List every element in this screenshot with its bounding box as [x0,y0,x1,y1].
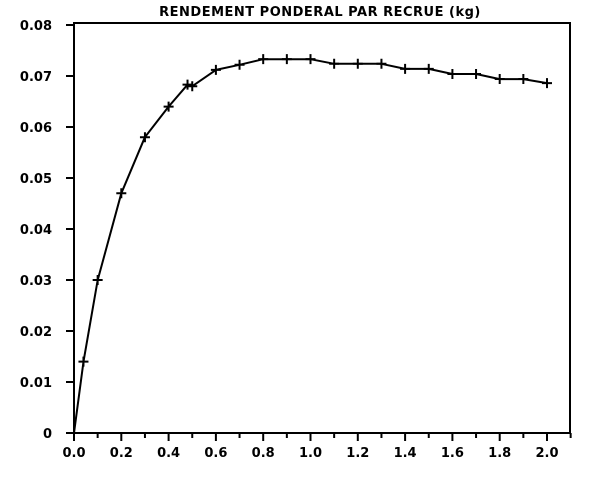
y-tick-label: 0.08 [20,19,52,34]
y-tick-label: 0.02 [20,325,52,340]
y-tick-label: 0.06 [20,121,52,136]
x-tick-label: 1.4 [394,446,417,461]
plus-marker-icon [376,58,387,69]
plus-marker-icon [182,79,193,90]
plus-marker-icon [400,63,411,74]
plus-marker-icon [187,81,198,92]
plus-marker-icon [471,68,482,79]
plus-marker-icon [447,68,458,79]
y-tick-label: 0.07 [20,70,52,85]
x-tick-label: 2.0 [535,446,558,461]
plus-marker-icon [542,78,552,89]
x-tick-label: 0.2 [110,446,133,461]
plus-marker-icon [352,58,363,69]
plus-marker-icon [92,275,103,285]
x-tick-label: 0.0 [62,446,85,461]
plus-marker-icon [329,58,340,69]
plus-marker-icon [258,54,269,65]
plus-marker-icon [116,188,127,199]
plus-marker-icon [494,74,505,85]
chart-title: RENDEMENT PONDERAL PAR RECRUE (kg) [159,5,481,20]
plus-marker-icon [423,63,434,74]
x-tick-label: 0.8 [252,446,275,461]
x-tick-label: 1.2 [346,446,369,461]
x-tick-label: 0.4 [157,446,180,461]
y-tick-label: 0 [43,427,52,442]
y-tick-label: 0.05 [20,172,52,187]
plot-frame [73,22,571,434]
plus-marker-icon [234,59,245,70]
plus-marker-icon [210,64,221,75]
data-series [73,54,552,434]
plus-marker-icon [281,54,292,65]
x-tick-label: 1.6 [441,446,464,461]
y-tick-label: 0.01 [20,376,52,391]
plus-marker-icon [163,101,174,112]
y-tick-label: 0.04 [20,223,52,238]
plus-marker-icon [518,74,529,85]
x-axis: 0.0 0.2 0.4 0.6 0.8 1.0 1.2 1.4 1.6 1.8 2.0 [62,433,572,461]
series-markers [78,54,552,367]
y-tick-label: 0.03 [20,274,52,289]
plus-marker-icon [305,54,316,65]
x-tick-label: 1.0 [299,446,322,461]
plus-marker-icon [139,132,150,143]
plus-marker-icon [78,356,89,367]
y-axis: 0 0.01 0.02 0.03 0.04 0.05 0.06 0.07 0.08 [20,19,74,442]
series-line [73,58,548,434]
x-tick-label: 0.6 [204,446,227,461]
x-tick-label: 1.8 [488,446,511,461]
